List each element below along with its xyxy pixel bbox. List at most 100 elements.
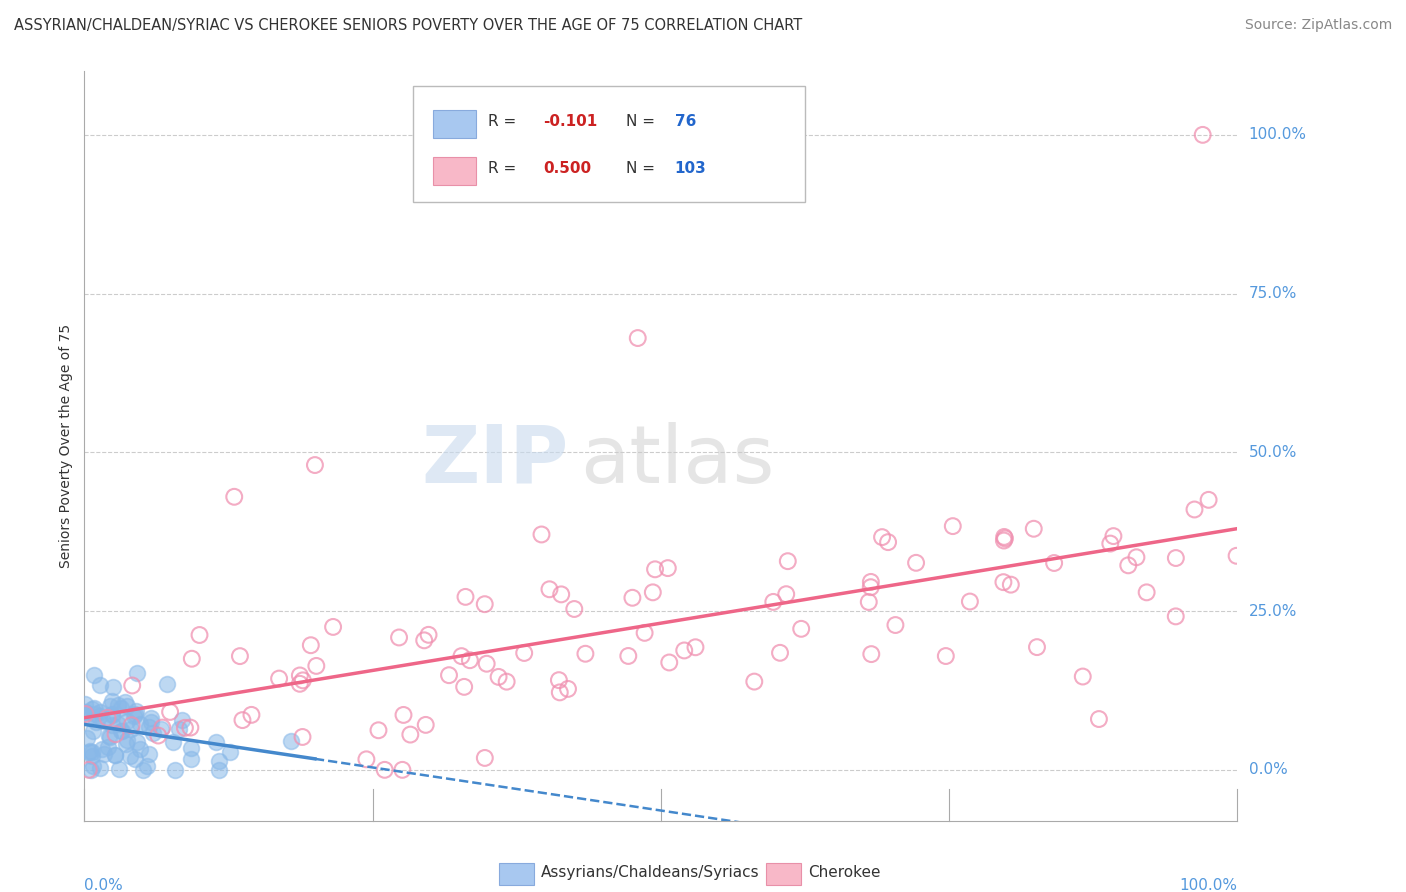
Point <box>89 705 111 719</box>
Point <box>905 556 928 570</box>
Point <box>859 580 882 594</box>
Point <box>107 762 129 776</box>
Point <box>229 649 252 664</box>
Point <box>280 733 302 747</box>
Point <box>127 734 149 748</box>
Point <box>118 749 141 764</box>
Point <box>208 754 231 768</box>
Point <box>77 710 100 724</box>
Text: Cherokee: Cherokee <box>808 865 882 880</box>
Point <box>388 631 411 645</box>
Point <box>82 758 104 772</box>
Point <box>125 665 148 680</box>
Point <box>776 554 799 568</box>
Point <box>120 722 142 736</box>
Point <box>1125 550 1147 565</box>
Point <box>993 575 1015 590</box>
Point <box>1136 585 1159 599</box>
Point <box>769 646 792 660</box>
Point <box>374 763 396 777</box>
Point <box>208 763 231 777</box>
Point <box>114 695 136 709</box>
Point <box>762 595 785 609</box>
Point <box>83 668 105 682</box>
Point <box>859 574 882 589</box>
Point <box>86 714 108 729</box>
Point <box>142 726 165 740</box>
Point <box>942 519 965 533</box>
Point <box>170 713 193 727</box>
Point <box>111 723 134 738</box>
Point <box>413 633 436 648</box>
Point <box>399 728 422 742</box>
Point <box>180 752 202 766</box>
Text: -0.101: -0.101 <box>543 114 598 129</box>
Point <box>884 618 907 632</box>
FancyBboxPatch shape <box>433 110 477 138</box>
Point <box>80 745 103 759</box>
Point <box>1026 640 1049 654</box>
Point <box>83 701 105 715</box>
Point <box>115 737 138 751</box>
Point <box>101 707 124 722</box>
Text: ASSYRIAN/CHALDEAN/SYRIAC VS CHEROKEE SENIORS POVERTY OVER THE AGE OF 75 CORRELAT: ASSYRIAN/CHALDEAN/SYRIAC VS CHEROKEE SEN… <box>14 18 803 33</box>
Point <box>1099 536 1122 550</box>
Point <box>104 727 127 741</box>
Text: 0.0%: 0.0% <box>1249 763 1288 777</box>
Point <box>291 730 314 744</box>
Point <box>415 718 437 732</box>
Point <box>77 763 100 777</box>
Point <box>224 490 246 504</box>
Point <box>1198 492 1220 507</box>
Point <box>98 698 121 713</box>
Point <box>83 707 105 722</box>
Point <box>107 716 129 731</box>
FancyBboxPatch shape <box>413 87 806 202</box>
Point <box>288 677 311 691</box>
Point <box>673 643 696 657</box>
Point <box>538 582 561 597</box>
Point <box>458 653 481 667</box>
Text: N =: N = <box>626 161 659 177</box>
Text: 0.0%: 0.0% <box>84 878 124 892</box>
Point <box>110 724 132 739</box>
Point <box>75 705 97 719</box>
Point <box>550 587 572 601</box>
Point <box>474 751 496 765</box>
Point <box>121 678 143 692</box>
Point <box>82 724 104 739</box>
Point <box>149 723 172 737</box>
Point <box>993 533 1015 548</box>
Point <box>453 680 475 694</box>
Point <box>141 711 163 725</box>
Point <box>138 720 160 734</box>
Point <box>548 673 571 687</box>
Point <box>148 729 170 743</box>
Point <box>530 527 553 541</box>
Point <box>304 458 326 472</box>
Point <box>138 747 160 762</box>
Point <box>180 741 202 756</box>
Text: R =: R = <box>488 114 522 129</box>
Point <box>557 681 579 696</box>
Point <box>204 734 226 748</box>
Text: ZIP: ZIP <box>422 422 568 500</box>
Point <box>75 706 97 721</box>
Point <box>474 597 496 611</box>
Point <box>90 742 112 756</box>
Point <box>617 648 640 663</box>
Point <box>179 721 201 735</box>
Point <box>1071 669 1094 683</box>
Point <box>475 657 498 671</box>
Text: 100.0%: 100.0% <box>1249 128 1306 143</box>
Point <box>574 647 596 661</box>
Point <box>107 698 129 712</box>
Point <box>454 590 477 604</box>
Point <box>240 707 263 722</box>
Text: 25.0%: 25.0% <box>1249 604 1298 618</box>
Point <box>82 702 104 716</box>
Point <box>156 677 179 691</box>
Point <box>685 640 707 655</box>
Point <box>93 714 115 728</box>
Point <box>188 628 211 642</box>
